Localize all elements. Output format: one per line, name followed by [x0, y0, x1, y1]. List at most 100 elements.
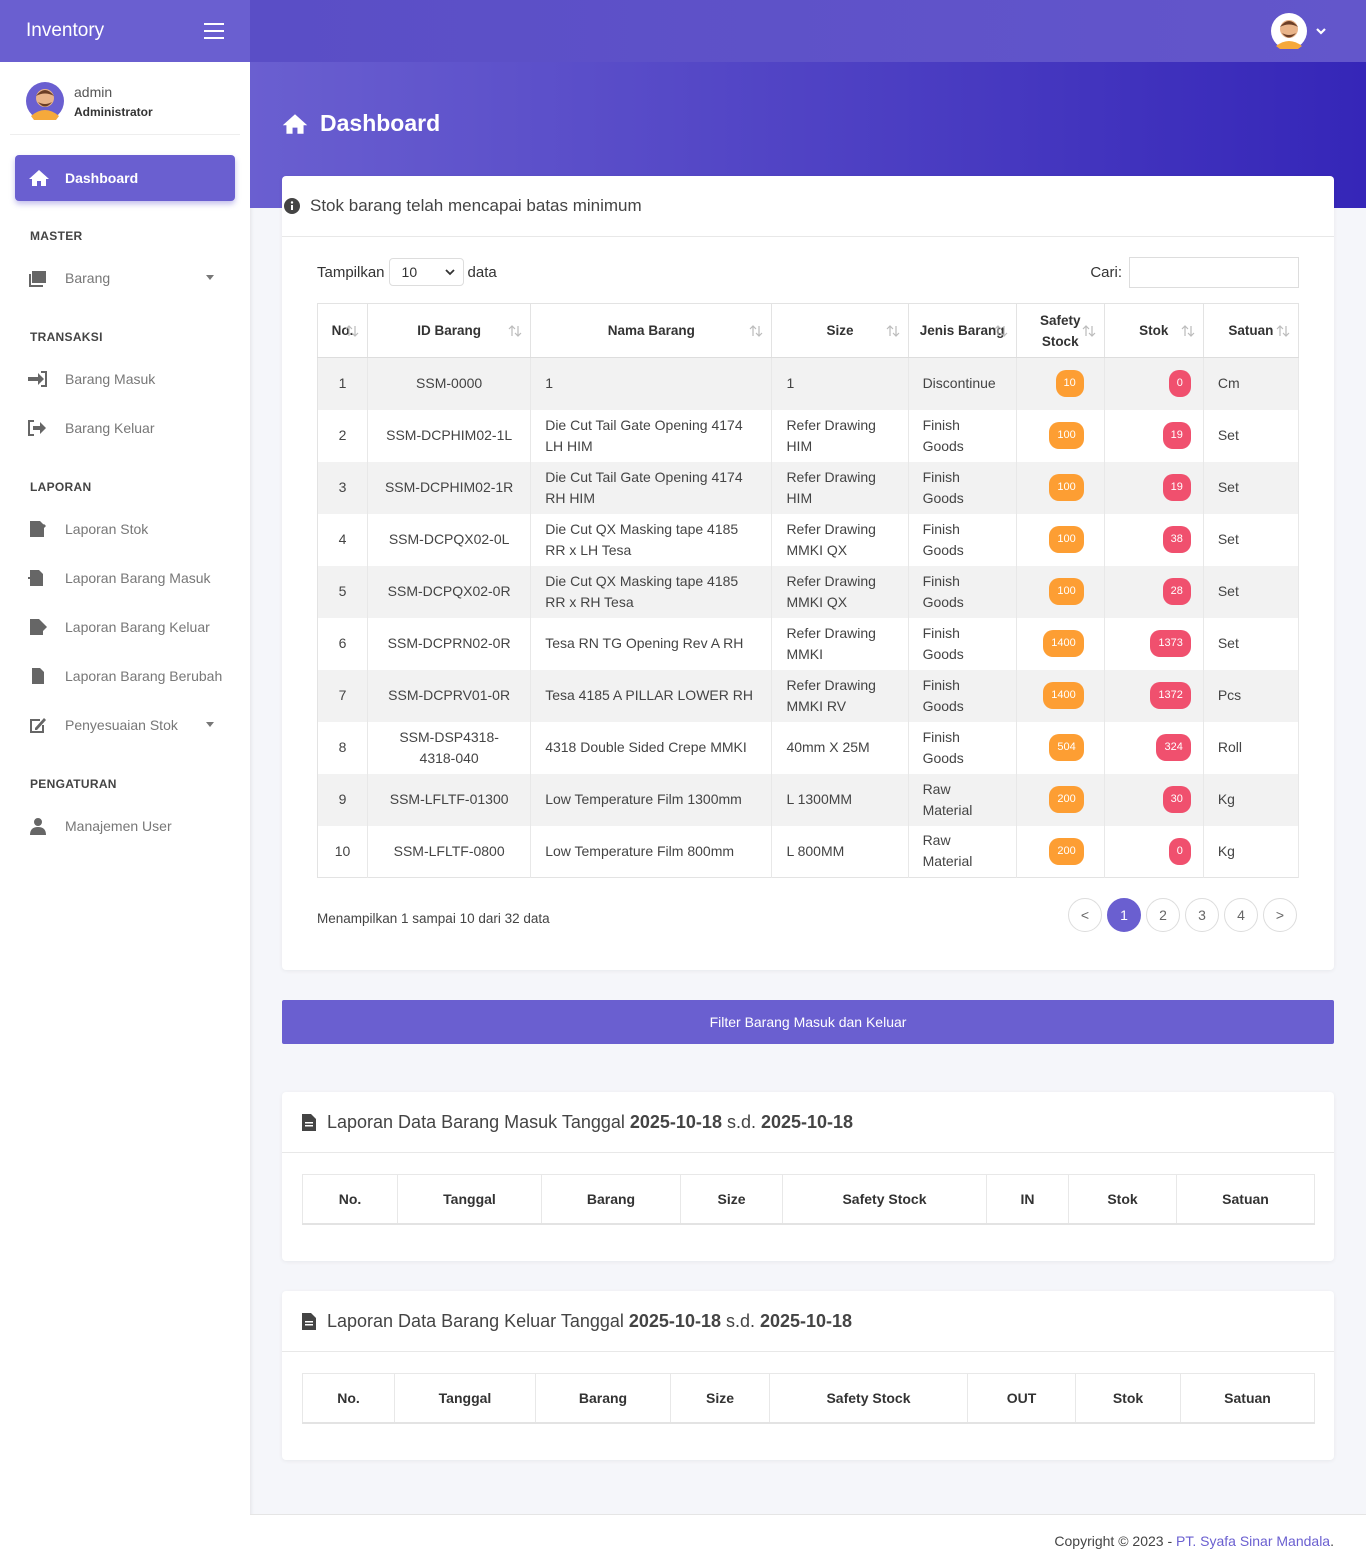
report-column[interactable]: Size — [680, 1174, 783, 1224]
column-header[interactable]: Satuan — [1203, 303, 1300, 358]
column-header[interactable]: Safety Stock — [1016, 303, 1105, 358]
length-label: Tampilkan — [317, 263, 385, 281]
nav-item[interactable]: Laporan Barang Masuk — [0, 553, 250, 602]
report-column[interactable]: IN — [986, 1174, 1069, 1224]
page-button[interactable]: < — [1068, 898, 1102, 932]
table-cell: Set — [1203, 617, 1300, 670]
menu-toggle[interactable] — [204, 23, 224, 39]
report-column[interactable]: Size — [670, 1373, 770, 1423]
stock-badge: 0 — [1168, 370, 1191, 398]
column-header[interactable]: No. — [317, 303, 369, 358]
safety-badge: 100 — [1049, 526, 1084, 553]
date-to: 2025-10-18 — [759, 1310, 853, 1331]
table-cell: 0 — [1104, 357, 1204, 410]
page-button[interactable]: 4 — [1224, 898, 1258, 932]
report-column[interactable]: Barang — [535, 1373, 671, 1423]
page-button[interactable]: 3 — [1185, 898, 1219, 932]
cell-text: SSM-DCPQX02-0R — [387, 583, 511, 599]
sort-icon — [1181, 325, 1195, 337]
nav-group: Laporan Stok Laporan Barang Masuk Laporan … — [0, 504, 250, 749]
search-input[interactable] — [1129, 257, 1299, 288]
table-cell: SSM-DCPHIM02-1L — [367, 409, 532, 462]
column-header[interactable]: Stok — [1104, 303, 1204, 358]
table-cell: Refer Drawing HIM — [771, 461, 909, 514]
report-column[interactable]: Barang — [541, 1174, 681, 1224]
stock-badge: 28 — [1162, 578, 1191, 605]
report-column[interactable]: Tanggal — [397, 1174, 542, 1224]
table-cell: Discontinue — [908, 357, 1017, 410]
nav-item[interactable]: Laporan Barang Berubah — [0, 651, 250, 700]
nav-item[interactable]: Laporan Barang Keluar — [0, 602, 250, 651]
report-column[interactable]: No. — [302, 1174, 398, 1224]
nav-item[interactable]: Penyesuaian Stok — [0, 700, 250, 749]
cell-text: Refer Drawing HIM — [786, 468, 876, 506]
report-column[interactable]: Satuan — [1176, 1174, 1315, 1224]
search-label: Cari: — [1090, 264, 1122, 281]
cell-text: Die Cut Tail Gate Opening 4174 LH HIM — [545, 416, 743, 454]
report-card: Laporan Data Barang Masuk Tanggal 2025-10… — [282, 1092, 1334, 1261]
nav-item[interactable]: Manajemen User — [0, 801, 250, 850]
report-column[interactable]: Stok — [1068, 1174, 1177, 1224]
user-menu[interactable] — [1270, 12, 1328, 50]
table-row: 7 SSM-DCPRV01-0R Tesa 4185 A PILLAR LOWER … — [317, 669, 1300, 722]
column-header[interactable]: ID Barang — [367, 303, 532, 358]
column-header[interactable]: Size — [771, 303, 909, 358]
nav-icon — [30, 618, 47, 635]
report-column[interactable]: Tanggal — [394, 1373, 536, 1423]
cell-text: Set — [1217, 531, 1239, 547]
filter-button[interactable]: Filter Barang Masuk dan Keluar — [282, 1000, 1334, 1044]
length-select[interactable]: 10 — [388, 258, 464, 286]
nav-label: Penyesuaian Stok — [65, 716, 178, 733]
user-role: Administrator — [74, 104, 153, 119]
cell-text: Finish Goods — [922, 572, 964, 610]
column-header[interactable]: Nama Barang — [530, 303, 773, 358]
table-row: 10 SSM-LFLTF-0800 Low Temperature Film 800… — [317, 825, 1300, 878]
report-column[interactable]: Safety Stock — [769, 1373, 968, 1423]
footer-link[interactable]: PT. Syafa Sinar Mandala — [1176, 1532, 1331, 1549]
report-column[interactable]: Safety Stock — [782, 1174, 987, 1224]
cell-text: Raw Material — [922, 780, 973, 818]
report-column[interactable]: OUT — [967, 1373, 1076, 1423]
table-cell: Raw Material — [908, 773, 1017, 826]
page-button[interactable]: 1 — [1107, 898, 1141, 932]
report-header-row: No. Tanggal Barang Size Safety Stock OUT Stok S… — [302, 1373, 1315, 1423]
sort-icon — [508, 325, 522, 337]
nav-label: Laporan Barang Berubah — [65, 667, 223, 684]
nav-dashboard[interactable]: Dashboard — [15, 155, 235, 201]
report-column[interactable]: Satuan — [1180, 1373, 1315, 1423]
nav-item[interactable]: Laporan Stok — [0, 504, 250, 553]
sort-icon — [750, 325, 763, 337]
table-cell: 40mm X 25M — [771, 721, 909, 774]
nav-item[interactable]: Barang Masuk — [0, 354, 250, 403]
table-cell: 1 — [317, 357, 369, 410]
nav-item[interactable]: Barang — [0, 253, 250, 302]
table-cell: 1373 — [1104, 617, 1204, 670]
column-header[interactable]: Jenis Barang — [908, 303, 1017, 358]
nav-item[interactable]: Barang Keluar — [0, 403, 250, 452]
nav-label: Barang Keluar — [65, 419, 155, 436]
nav-section-title: LAPORAN — [30, 480, 92, 494]
table-cell: 8 — [317, 721, 369, 774]
nav-section-title: TRANSAKSI — [30, 330, 103, 344]
report-column[interactable]: Stok — [1075, 1373, 1181, 1423]
cell-text: Refer Drawing MMKI RV — [786, 676, 876, 714]
cell-text: Set — [1217, 635, 1239, 651]
brand[interactable]: Inventory — [26, 20, 105, 41]
safety-badge: 10 — [1055, 370, 1084, 398]
table-cell: Refer Drawing MMKI RV — [771, 669, 909, 722]
table-cell: SSM-DCPQX02-0L — [367, 513, 532, 566]
cell-text: 8 — [338, 739, 347, 755]
pagination: <1 2 3 4 > — [1068, 898, 1297, 932]
icon-file — [302, 1312, 316, 1330]
cell-text: SSM-DCPQX02-0L — [388, 531, 510, 547]
table-cell: 28 — [1104, 565, 1204, 618]
table-cell: SSM-DCPQX02-0R — [367, 565, 532, 618]
table-cell: Tesa 4185 A PILLAR LOWER RH — [530, 669, 773, 722]
table-cell: 5 — [317, 565, 369, 618]
nav-icon — [28, 569, 43, 586]
page-button[interactable]: > — [1263, 898, 1297, 932]
footer-text: Copyright © 2023 - — [1054, 1532, 1173, 1549]
page-button[interactable]: 2 — [1146, 898, 1180, 932]
cell-text: SSM-DCPRV01-0R — [388, 687, 511, 703]
report-column[interactable]: No. — [302, 1373, 395, 1423]
